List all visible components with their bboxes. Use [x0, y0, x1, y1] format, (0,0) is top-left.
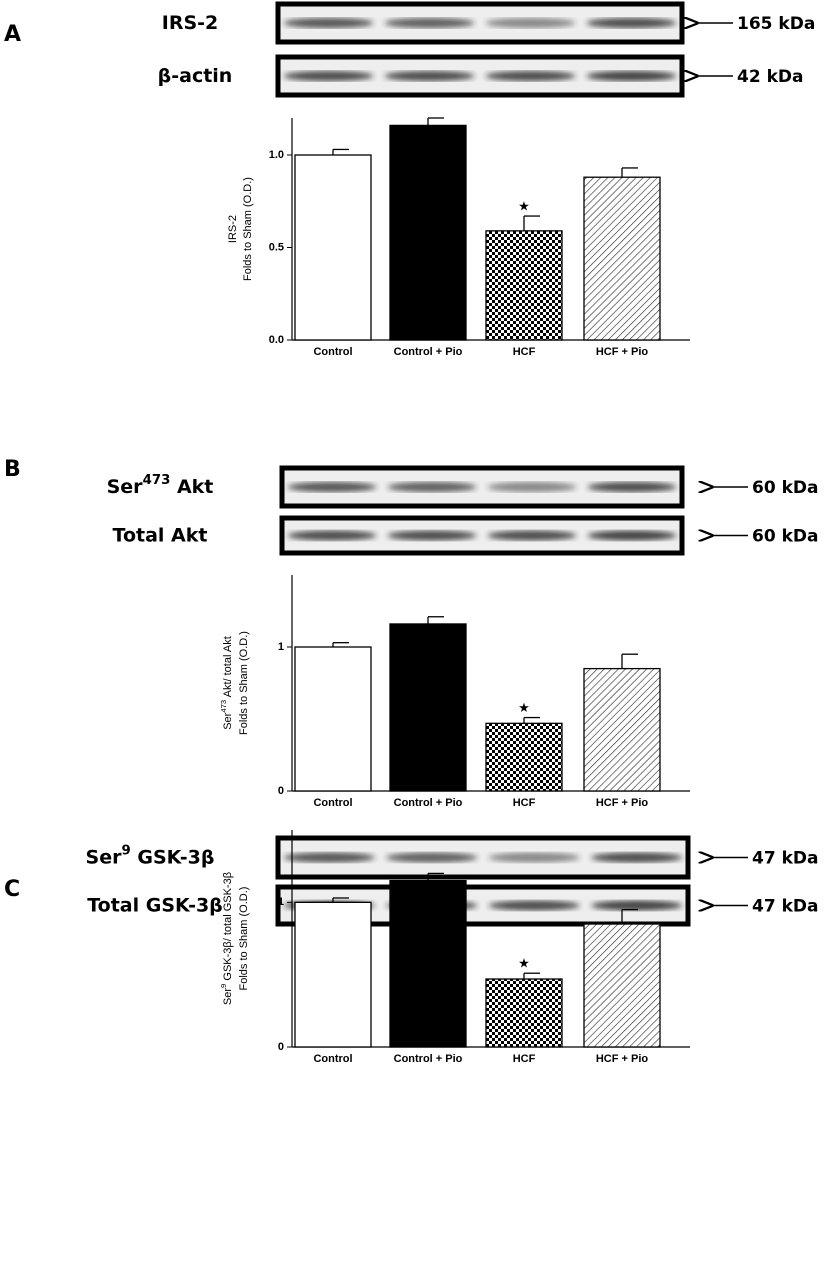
- panel-letter: A: [4, 22, 21, 47]
- blot-band: [586, 71, 677, 81]
- y-tick-label: 1.0: [269, 149, 284, 161]
- blot-band: [586, 18, 677, 28]
- label-part: GSK-3β/ total GSK-3β: [222, 872, 234, 984]
- blot-band: [387, 530, 477, 541]
- bar: [389, 124, 467, 341]
- x-tick-label: Control + Pio: [394, 797, 463, 809]
- blot-band: [287, 482, 377, 492]
- label-part: Akt/ total Akt: [222, 636, 234, 700]
- x-tick-label: Control + Pio: [394, 346, 463, 358]
- y-axis-label: Folds to Sham (O.D.): [238, 887, 250, 991]
- y-tick-label: 0: [278, 1041, 284, 1053]
- kda-label: 60 kDa: [752, 527, 818, 547]
- label-part: Folds to Sham (O.D.): [238, 887, 250, 991]
- blot-band: [283, 852, 375, 863]
- y-axis-label: Ser9 GSK-3β/ total GSK-3β: [219, 872, 234, 1005]
- blot-label: β-actin: [158, 65, 233, 87]
- blot-label: Total Akt: [113, 524, 208, 546]
- y-axis-label: IRS-2: [227, 215, 239, 243]
- blot-label: Total GSK-3β: [87, 894, 223, 916]
- blot-band: [386, 852, 478, 863]
- blot-label: Ser9 GSK-3β: [86, 843, 215, 868]
- label-part: Akt: [170, 476, 213, 498]
- superscript: 9: [122, 843, 131, 858]
- blot-band: [591, 852, 683, 863]
- y-tick-label: 1: [278, 641, 284, 653]
- x-tick-label: HCF: [513, 797, 536, 809]
- x-tick-label: HCF + Pio: [596, 797, 649, 809]
- blot-label: Ser473 Akt: [107, 473, 214, 498]
- kda-label: 165 kDa: [737, 14, 815, 34]
- blot-band: [488, 900, 580, 911]
- panel-letter: B: [4, 457, 21, 482]
- blot-band: [485, 71, 576, 81]
- y-tick-label: 1: [278, 896, 284, 908]
- significance-marker: ★: [518, 700, 530, 715]
- x-tick-label: HCF + Pio: [596, 1053, 649, 1065]
- bar: [583, 667, 661, 792]
- y-axis-label: Folds to Sham (O.D.): [238, 631, 250, 735]
- bar: [389, 879, 467, 1048]
- bar: [485, 722, 563, 792]
- label-part: Total Akt: [113, 524, 208, 546]
- blot-band: [487, 482, 577, 492]
- panel-letter: C: [4, 877, 20, 902]
- y-tick-label: 0.5: [269, 241, 284, 253]
- x-tick-label: Control: [313, 346, 352, 358]
- kda-label: 47 kDa: [752, 849, 818, 869]
- label-part: IRS-2: [162, 12, 219, 34]
- blot-band: [384, 71, 475, 81]
- bar: [485, 978, 563, 1048]
- blot-band: [283, 71, 374, 81]
- blot-band: [384, 18, 475, 28]
- blot-band: [587, 482, 677, 492]
- bar: [294, 154, 372, 341]
- label-part: Ser: [222, 712, 234, 729]
- superscript: 473: [219, 700, 228, 713]
- label-part: Folds to Sham (O.D.): [238, 631, 250, 735]
- blot-band: [488, 852, 580, 863]
- blot-band: [587, 530, 677, 541]
- label-part: Ser: [107, 476, 144, 498]
- y-axis-label: Ser473 Akt/ total Akt: [219, 636, 234, 730]
- blot-band: [591, 900, 683, 911]
- x-tick-label: HCF + Pio: [596, 346, 649, 358]
- y-tick-label: 0: [278, 785, 284, 797]
- x-tick-label: HCF: [513, 346, 536, 358]
- blot-label: IRS-2: [162, 12, 219, 34]
- label-part: Ser: [86, 846, 123, 868]
- label-part: Total GSK-3β: [87, 894, 223, 916]
- label-part: β-actin: [158, 65, 233, 87]
- label-part: IRS-2: [227, 215, 239, 243]
- label-part: Ser: [222, 988, 234, 1005]
- blot-band: [387, 482, 477, 492]
- significance-marker: ★: [518, 956, 530, 971]
- x-tick-label: Control + Pio: [394, 1053, 463, 1065]
- blot-band: [487, 530, 577, 541]
- y-axis-label: Folds to Sham (O.D.): [242, 177, 254, 281]
- kda-label: 60 kDa: [752, 478, 818, 498]
- x-tick-label: Control: [313, 797, 352, 809]
- bar: [583, 923, 661, 1048]
- x-tick-label: HCF: [513, 1053, 536, 1065]
- blot-band: [485, 18, 576, 28]
- bar: [583, 176, 661, 341]
- significance-marker: ★: [518, 198, 530, 213]
- bar: [294, 646, 372, 792]
- superscript: 9: [219, 984, 228, 988]
- x-tick-label: Control: [313, 1053, 352, 1065]
- label-part: GSK-3β: [131, 846, 215, 868]
- superscript: 473: [143, 473, 171, 488]
- kda-label: 42 kDa: [737, 67, 803, 87]
- y-tick-label: 0.0: [269, 334, 284, 346]
- bar: [485, 230, 563, 341]
- blot-band: [283, 18, 374, 28]
- bar: [389, 623, 467, 792]
- bar: [294, 901, 372, 1048]
- label-part: Folds to Sham (O.D.): [242, 177, 254, 281]
- kda-label: 47 kDa: [752, 897, 818, 917]
- blot-band: [287, 530, 377, 541]
